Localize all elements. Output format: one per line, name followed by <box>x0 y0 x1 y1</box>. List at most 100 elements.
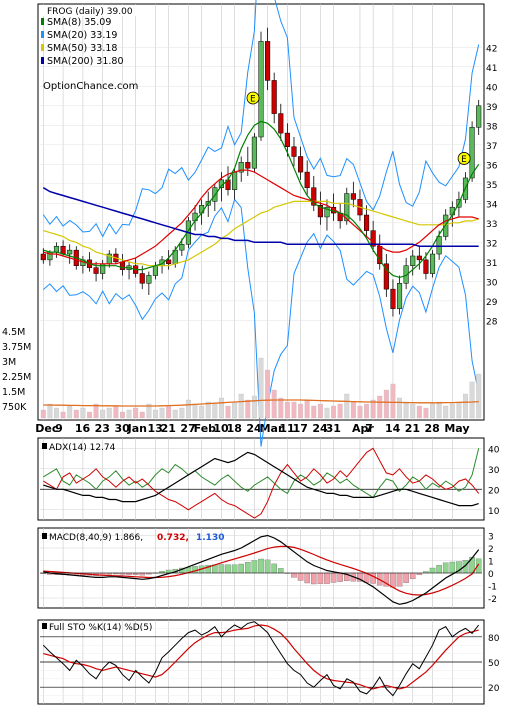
price-tick-label: 31 <box>486 259 497 269</box>
macd-histogram-bar <box>291 572 297 578</box>
candle-body <box>40 253 46 261</box>
volume-bar <box>449 403 455 419</box>
volume-bar <box>40 409 46 419</box>
volume-bar <box>364 403 370 419</box>
macd-histogram-bar <box>218 564 225 574</box>
candle-body <box>416 255 422 261</box>
volume-bar <box>179 407 185 419</box>
legend-swatch <box>41 31 44 38</box>
candle-body <box>119 261 126 270</box>
macd-signal-label: 0.732, <box>157 533 189 543</box>
volume-bar <box>278 397 284 419</box>
sma200-line <box>42 187 479 247</box>
price-tick-label: 34 <box>486 200 498 210</box>
price-tick-label: 40 <box>486 83 498 93</box>
volume-tick-label: 4.5M <box>2 327 25 338</box>
legend-entry: SMA(50) 33.18 <box>47 43 117 54</box>
candle-body <box>317 205 323 218</box>
volume-bar <box>344 393 350 419</box>
macd-histogram-bar <box>330 572 337 583</box>
volume-bar <box>416 405 422 419</box>
adx-line <box>43 451 479 507</box>
candle-body <box>311 187 317 206</box>
macd-histogram-bar <box>442 562 449 574</box>
candle-body <box>60 245 66 255</box>
macd-histogram-bar <box>225 564 231 574</box>
volume-bar <box>410 403 416 419</box>
x-tick-label: 27 <box>180 422 195 435</box>
x-tick-label: 9 <box>55 422 63 435</box>
volume-bar <box>159 407 165 419</box>
macd-histogram-bar <box>139 572 146 576</box>
price-tick-label: 42 <box>486 44 497 54</box>
volume-bar <box>47 403 53 419</box>
volume-bar <box>80 407 86 419</box>
candle-body <box>166 259 172 265</box>
adx-tick-label: 10 <box>488 507 500 517</box>
macd-histogram-bar <box>324 572 330 584</box>
macd-hist-label: 1.130 <box>196 533 224 543</box>
earnings-marker-label: E <box>250 94 256 104</box>
candle-body <box>476 105 482 128</box>
volume-bar <box>430 403 435 419</box>
macd-histogram-bar <box>396 572 403 587</box>
watermark-text: OptionChance.com <box>43 81 138 92</box>
candle-body <box>139 273 145 284</box>
volume-bar <box>331 405 337 419</box>
sto-legend-swatch <box>42 623 47 629</box>
x-tick-label: Feb <box>194 422 217 435</box>
candle-body <box>271 80 277 114</box>
macd-tick-label: -1 <box>488 583 497 593</box>
macd-histogram-bar <box>304 572 310 584</box>
candle-body <box>278 113 284 134</box>
earnings-marker-label: E <box>461 155 467 165</box>
lower-band-line <box>42 198 480 447</box>
price-tick-label: 33 <box>486 220 497 230</box>
candle-body <box>238 162 244 173</box>
price-tick-label: 35 <box>486 181 497 191</box>
x-tick-label: Dec <box>35 422 58 435</box>
price-tick-label: 30 <box>486 278 498 288</box>
volume-bar <box>423 407 429 419</box>
title-background <box>40 5 136 16</box>
legend-entry: SMA(20) 33.19 <box>47 30 117 41</box>
legend-swatch <box>41 18 44 25</box>
sma50-line <box>43 200 479 267</box>
volume-bar <box>133 407 139 419</box>
macd-histogram-bar <box>238 563 244 574</box>
candle-body <box>350 193 356 200</box>
sma8-line <box>43 120 480 279</box>
candle-body <box>152 265 159 276</box>
volume-bar <box>185 399 191 419</box>
volume-bar <box>436 401 442 419</box>
candle-body <box>469 126 475 179</box>
macd-histogram-bar <box>429 567 436 574</box>
sto-label: Full STO %K(14) %D(5) <box>49 623 152 633</box>
macd-histogram-bar <box>337 572 343 582</box>
x-tick-label: 14 <box>385 422 401 435</box>
volume-bar <box>212 403 218 419</box>
volume-bar <box>304 399 310 419</box>
x-tick-label: May <box>444 422 469 435</box>
price-tick-label: 38 <box>486 122 498 132</box>
volume-bar <box>397 397 402 419</box>
candle-body <box>265 41 271 81</box>
adx-tick-label: 30 <box>488 466 500 476</box>
adx-tick-label: 40 <box>488 445 500 455</box>
sto-tick-label: 20 <box>488 684 500 694</box>
x-tick-label: 24 <box>312 422 328 435</box>
volume-bar <box>87 411 92 419</box>
volume-bar <box>67 405 73 419</box>
macd-histogram-bar <box>370 572 376 584</box>
candle-body <box>179 244 185 251</box>
sto-k-line <box>42 621 480 697</box>
volume-bar <box>390 383 396 419</box>
price-tick-label: 37 <box>486 142 497 152</box>
volume-bar <box>146 403 152 419</box>
macd-histogram-bar <box>192 566 198 574</box>
volume-bar <box>251 395 257 419</box>
volume-bar <box>298 403 304 419</box>
volume-bar <box>199 405 205 419</box>
macd-histogram-bar <box>258 558 264 574</box>
